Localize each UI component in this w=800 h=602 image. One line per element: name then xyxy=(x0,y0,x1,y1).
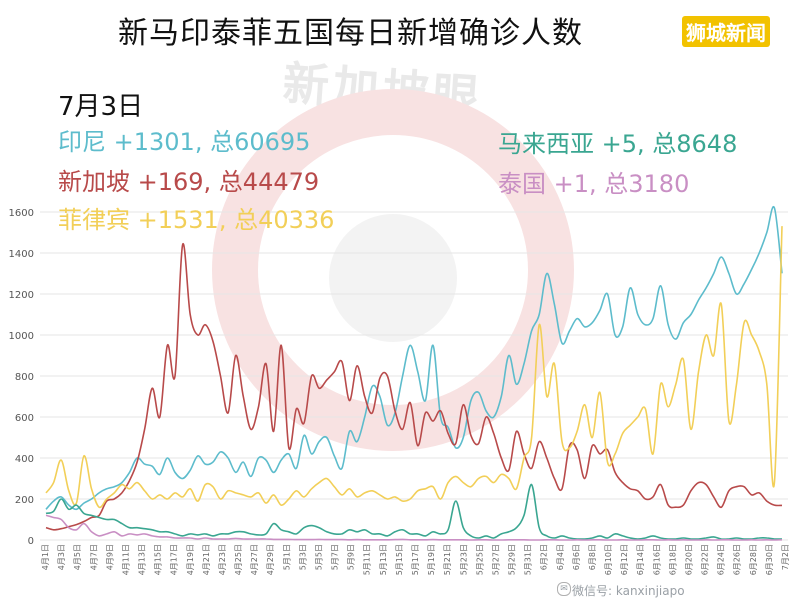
x-tick-label: 6月16日 xyxy=(652,544,661,575)
x-tick-label: 6月26日 xyxy=(733,544,742,575)
x-tick-label: 4月5日 xyxy=(73,544,82,570)
x-tick-label: 6月20日 xyxy=(684,544,693,575)
y-tick-label: 1200 xyxy=(9,290,34,301)
x-tick-label: 6月10日 xyxy=(604,544,613,575)
y-axis: 0 200 400 600 800 1000 1200 1400 1600 xyxy=(9,208,34,547)
legend-singapore: 新加坡 +169, 总44479 xyxy=(58,168,320,196)
y-tick-label: 200 xyxy=(15,495,34,506)
x-tick-label: 5月29日 xyxy=(508,544,517,575)
x-tick-label: 5月13日 xyxy=(379,544,388,575)
x-tick-label: 4月11日 xyxy=(121,544,130,575)
x-tick-label: 7月2日 xyxy=(781,544,790,570)
x-tick-label: 6月2日 xyxy=(540,544,549,570)
x-tick-label: 5月7日 xyxy=(331,544,340,570)
x-tick-label: 4月13日 xyxy=(138,544,147,575)
x-axis: 4月1日 4月3日 4月5日 4月7日 4月9日 4月11日 4月13日 4月15日 4月17日… xyxy=(41,544,790,575)
x-tick-label: 6月12日 xyxy=(620,544,629,575)
series-line-philippines xyxy=(45,226,783,509)
x-tick-label: 6月28日 xyxy=(749,544,758,575)
x-tick-label: 5月19日 xyxy=(427,544,436,575)
x-tick-label: 5月27日 xyxy=(491,544,500,575)
x-tick-label: 5月21日 xyxy=(443,544,452,575)
legend-malaysia: 马来西亚 +5, 总8648 xyxy=(498,130,738,158)
series-line-malaysia xyxy=(45,483,783,540)
x-tick-label: 4月23日 xyxy=(218,544,227,575)
x-tick-label: 5月1日 xyxy=(282,544,291,570)
x-tick-label: 6月6日 xyxy=(572,544,581,570)
x-tick-label: 6月30日 xyxy=(765,544,774,575)
y-tick-label: 600 xyxy=(15,413,34,424)
x-tick-label: 4月1日 xyxy=(41,544,50,570)
x-tick-label: 5月11日 xyxy=(363,544,372,575)
x-tick-label: 6月14日 xyxy=(636,544,645,575)
x-tick-label: 4月21日 xyxy=(202,544,211,575)
x-tick-label: 5月31日 xyxy=(524,544,533,575)
x-tick-label: 4月29日 xyxy=(266,544,275,575)
x-tick-label: 5月17日 xyxy=(411,544,420,575)
y-tick-label: 800 xyxy=(15,372,34,383)
x-tick-label: 4月17日 xyxy=(170,544,179,575)
x-tick-label: 6月8日 xyxy=(588,544,597,570)
x-tick-label: 5月23日 xyxy=(459,544,468,575)
legend-thailand: 泰国 +1, 总3180 xyxy=(498,170,690,198)
x-tick-label: 5月3日 xyxy=(298,544,307,570)
x-tick-label: 6月4日 xyxy=(556,544,565,570)
series-line-singapore xyxy=(45,243,783,531)
brand-logo: 狮城新闻 xyxy=(682,16,770,47)
legend-indonesia: 印尼 +1301, 总60695 xyxy=(58,128,311,156)
legend-philippines: 菲律宾 +1531, 总40336 xyxy=(58,206,335,234)
watermark-circle xyxy=(212,89,574,451)
credit-text: 微信号: kanxinjiapo xyxy=(572,584,685,598)
wechat-icon: ✉ xyxy=(557,582,571,596)
series-lines xyxy=(45,205,783,541)
y-tick-label: 0 xyxy=(28,536,34,547)
series-line-indonesia xyxy=(45,205,783,511)
x-tick-label: 6月22日 xyxy=(701,544,710,575)
x-tick-label: 5月9日 xyxy=(347,544,356,570)
watermark-ring xyxy=(212,89,574,451)
x-tick-label: 4月19日 xyxy=(186,544,195,575)
x-tick-label: 4月7日 xyxy=(89,544,98,570)
x-tick-label: 5月25日 xyxy=(475,544,484,575)
x-tick-label: 4月27日 xyxy=(250,544,259,575)
y-tick-label: 1400 xyxy=(9,249,34,260)
y-tick-label: 400 xyxy=(15,454,34,465)
x-tick-label: 4月15日 xyxy=(154,544,163,575)
x-tick-label: 4月3日 xyxy=(57,544,66,570)
x-tick-label: 6月18日 xyxy=(668,544,677,575)
series-line-thailand xyxy=(45,514,783,541)
x-tick-label: 6月24日 xyxy=(717,544,726,575)
x-tick-label: 5月5日 xyxy=(314,544,323,570)
x-tick-label: 4月9日 xyxy=(105,544,114,570)
x-tick-label: 5月15日 xyxy=(395,544,404,575)
x-tick-label: 4月25日 xyxy=(234,544,243,575)
chart-title: 新马印泰菲五国每日新增确诊人数 xyxy=(118,16,583,51)
y-tick-label: 1000 xyxy=(9,331,34,342)
y-tick-label: 1600 xyxy=(9,208,34,219)
watermark-center xyxy=(329,214,457,342)
chart-date: 7月3日 xyxy=(58,92,144,122)
